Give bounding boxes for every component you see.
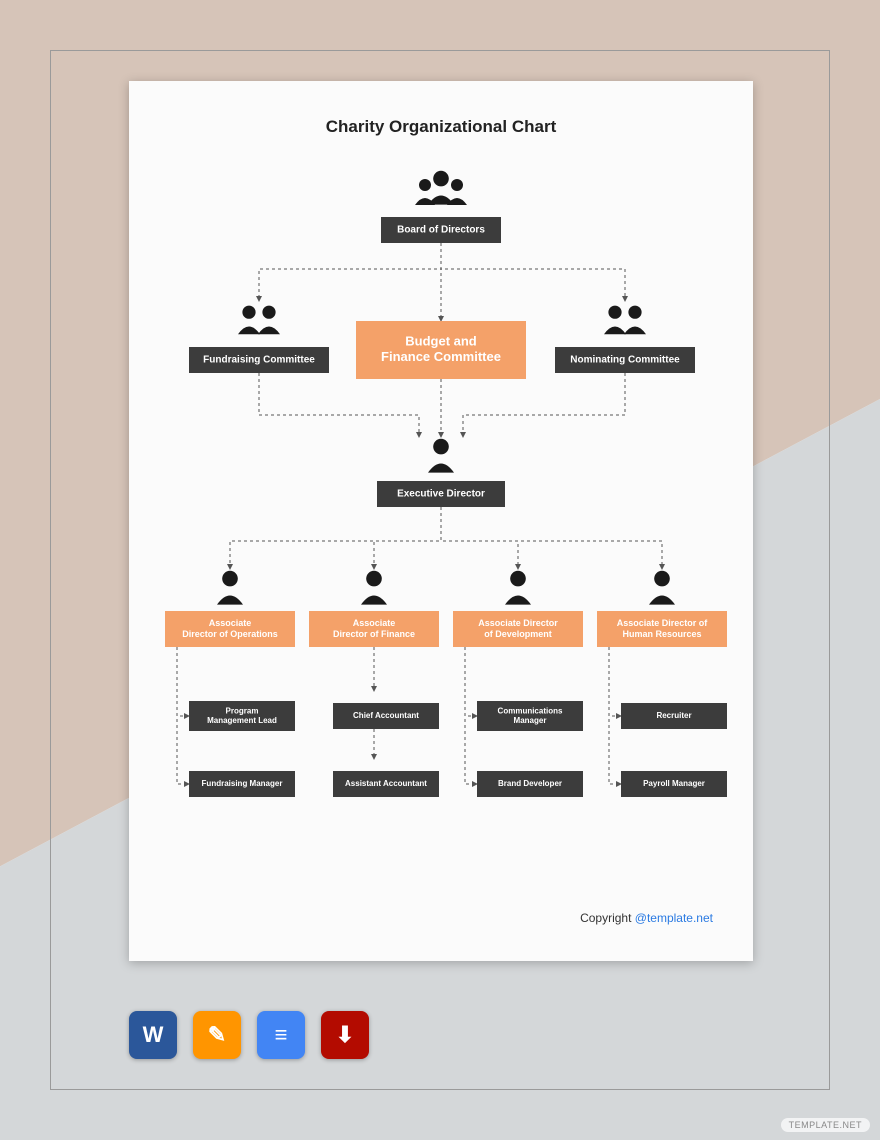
org-chart-svg: Board of Directors Fundraising Committee B…: [129, 161, 753, 891]
node-fin: AssociateDirector of Finance: [309, 571, 439, 647]
group2-icon: [604, 306, 646, 335]
pages-icon[interactable]: ✎: [193, 1011, 241, 1059]
svg-text:Director of Finance: Director of Finance: [333, 629, 415, 639]
svg-text:Director of Operations: Director of Operations: [182, 629, 278, 639]
svg-text:Associate Director: Associate Director: [478, 618, 558, 628]
node-pay: Payroll Manager: [621, 771, 727, 797]
svg-text:Program: Program: [226, 706, 259, 715]
svg-text:of Development: of Development: [484, 629, 552, 639]
svg-text:Finance Committee: Finance Committee: [381, 349, 501, 364]
group3-icon: [415, 171, 467, 205]
node-brand: Brand Developer: [477, 771, 583, 797]
word-icon[interactable]: W: [129, 1011, 177, 1059]
group2-icon: [238, 306, 280, 335]
svg-text:Associate: Associate: [353, 618, 396, 628]
svg-text:Management Lead: Management Lead: [207, 716, 277, 725]
copyright-text: Copyright: [580, 911, 635, 925]
svg-text:Associate Director of: Associate Director of: [617, 618, 709, 628]
node-fund: Fundraising Committee: [189, 306, 329, 373]
svg-text:Brand Developer: Brand Developer: [498, 779, 562, 788]
node-budget: Budget andFinance Committee: [356, 321, 526, 379]
chart-title: Charity Organizational Chart: [129, 117, 753, 137]
node-recr: Recruiter: [621, 703, 727, 729]
svg-text:Human Resources: Human Resources: [622, 629, 701, 639]
node-chief: Chief Accountant: [333, 703, 439, 729]
svg-text:Budget and: Budget and: [405, 334, 477, 349]
person-icon: [649, 571, 675, 605]
node-fundmgr: Fundraising Manager: [189, 771, 295, 797]
outer-frame: Charity Organizational Chart Board of Di…: [50, 50, 830, 1090]
node-ops: AssociateDirector of Operations: [165, 571, 295, 647]
svg-text:Fundraising Manager: Fundraising Manager: [202, 779, 283, 788]
document-paper: Charity Organizational Chart Board of Di…: [129, 81, 753, 961]
svg-text:Associate: Associate: [209, 618, 252, 628]
node-board: Board of Directors: [381, 171, 501, 243]
svg-text:Chief Accountant: Chief Accountant: [353, 711, 419, 720]
node-exec: Executive Director: [377, 439, 505, 507]
person-icon: [361, 571, 387, 605]
canvas-root: Charity Organizational Chart Board of Di…: [0, 0, 880, 1140]
node-dev: Associate Directorof Development: [453, 571, 583, 647]
node-nom: Nominating Committee: [555, 306, 695, 373]
svg-text:Recruiter: Recruiter: [656, 711, 691, 720]
node-comm: CommunicationsManager: [477, 701, 583, 731]
node-asst: Assistant Accountant: [333, 771, 439, 797]
svg-text:Executive Director: Executive Director: [397, 489, 485, 500]
svg-text:Payroll Manager: Payroll Manager: [643, 779, 705, 788]
svg-text:Fundraising Committee: Fundraising Committee: [203, 355, 315, 366]
copyright-link[interactable]: @template.net: [635, 911, 713, 925]
node-hr: Associate Director ofHuman Resources: [597, 571, 727, 647]
format-icons-row: W ✎ ≡ ⬇: [129, 1011, 369, 1059]
copyright-line: Copyright @template.net: [580, 911, 713, 925]
svg-text:Manager: Manager: [514, 716, 547, 725]
pdf-icon[interactable]: ⬇: [321, 1011, 369, 1059]
svg-text:Nominating Committee: Nominating Committee: [570, 355, 680, 366]
gdocs-icon[interactable]: ≡: [257, 1011, 305, 1059]
person-icon: [505, 571, 531, 605]
node-prog: ProgramManagement Lead: [189, 701, 295, 731]
svg-text:Assistant Accountant: Assistant Accountant: [345, 779, 427, 788]
svg-text:Board of Directors: Board of Directors: [397, 225, 485, 236]
person-icon: [217, 571, 243, 605]
person-icon: [428, 439, 454, 473]
watermark-badge: TEMPLATE.NET: [781, 1118, 870, 1132]
svg-text:Communications: Communications: [498, 706, 563, 715]
